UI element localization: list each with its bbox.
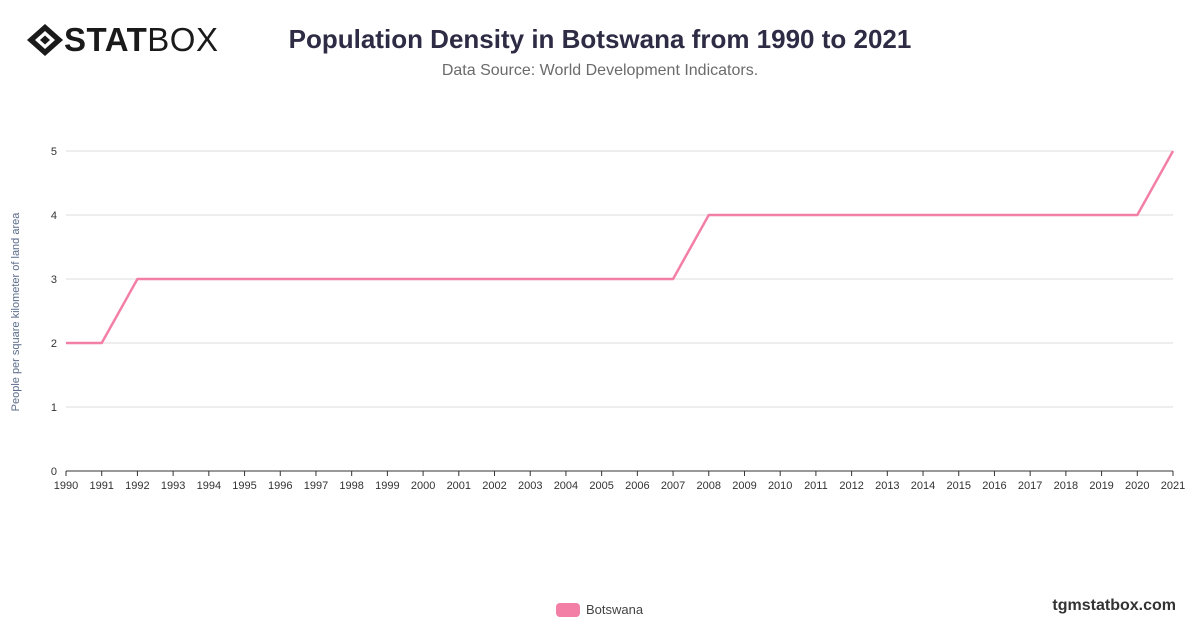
x-tick-label: 2009 [732, 480, 756, 492]
x-tick-label: 1998 [339, 480, 363, 492]
x-tick-label: 2017 [1018, 480, 1042, 492]
x-tick-label: 2015 [946, 480, 970, 492]
x-tick-label: 2011 [804, 480, 828, 492]
x-tick-label: 2010 [768, 480, 792, 492]
x-tick-label: 1996 [268, 480, 292, 492]
x-tick-label: 2004 [554, 480, 578, 492]
x-tick-label: 1991 [89, 480, 113, 492]
y-tick-label: 3 [51, 274, 57, 286]
x-tick-label: 2003 [518, 480, 542, 492]
x-tick-label: 2006 [625, 480, 649, 492]
x-tick-label: 2000 [411, 480, 435, 492]
x-tick-label: 1990 [54, 480, 78, 492]
legend-swatch-botswana [556, 602, 580, 617]
x-tick-label: 2014 [911, 480, 935, 492]
logo-word-stat: STAT [64, 21, 148, 58]
footer-site-url[interactable]: tgmstatbox.com [1052, 597, 1176, 614]
y-tick-label: 4 [51, 210, 57, 222]
series-line-botswana [66, 150, 1175, 345]
x-tick-label: 2020 [1125, 480, 1149, 492]
x-tick-label: 2002 [482, 480, 506, 492]
x-tick-label: 2005 [589, 480, 613, 492]
series-layer [65, 150, 1175, 345]
logo-wordmark: STATBOX [64, 22, 218, 58]
x-tick-labels: 1990 1991 1992 1993 1994 1995 1996 1997 1998 1999… [54, 471, 1185, 492]
y-tick-label: 0 [51, 466, 57, 478]
y-tick-label: 5 [51, 146, 57, 158]
x-tick-label: 1993 [161, 480, 185, 492]
chart-title: Population Density in Botswana from 1990… [288, 24, 912, 54]
x-tick-label: 2008 [697, 480, 721, 492]
x-tick-label: 2021 [1161, 480, 1185, 492]
x-tick-label: 2019 [1089, 480, 1113, 492]
statbox-logo: STATBOX [26, 22, 218, 58]
chart-subtitle: Data Source: World Development Indicator… [441, 62, 759, 79]
legend-label-botswana: Botswana [586, 602, 644, 617]
x-tick-label: 2007 [661, 480, 685, 492]
x-tick-label: 1992 [125, 480, 149, 492]
x-tick-label: 1995 [232, 480, 256, 492]
logo-word-box: BOX [147, 21, 219, 58]
y-tick-label: 1 [51, 402, 57, 414]
diamond-logo-icon [27, 24, 63, 56]
x-tick-label: 2013 [875, 480, 899, 492]
x-tick-label: 2016 [982, 480, 1006, 492]
y-tick-label: 2 [51, 338, 57, 350]
y-tick-labels: 0 1 2 3 4 5 [51, 146, 57, 478]
x-tick-label: 1997 [304, 480, 328, 492]
legend[interactable]: Botswana [556, 602, 643, 617]
x-tick-label: 1994 [197, 480, 221, 492]
x-tick-label: 2001 [447, 480, 471, 492]
x-tick-label: 2018 [1054, 480, 1078, 492]
x-tick-label: 2012 [839, 480, 863, 492]
x-tick-label: 1999 [375, 480, 399, 492]
